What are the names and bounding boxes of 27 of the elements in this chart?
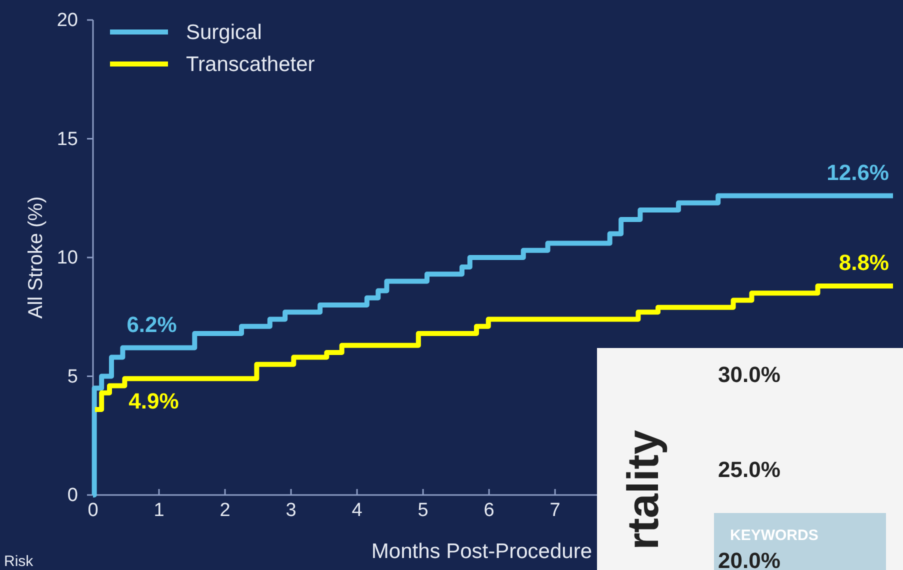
y-tick-label: 5 bbox=[67, 366, 78, 388]
x-tick-label: 2 bbox=[220, 500, 230, 521]
y-tick-label: 15 bbox=[56, 128, 78, 150]
y-tick-label: 20 bbox=[56, 10, 78, 32]
annotation: 30.0% bbox=[718, 362, 780, 387]
x-axis-title: Months Post-Procedure bbox=[371, 540, 592, 563]
annotation: 4.9% bbox=[128, 388, 179, 414]
legend-label: Surgical bbox=[186, 21, 262, 44]
annotation: 6.2% bbox=[126, 312, 177, 337]
text: KEYWORDS bbox=[730, 527, 818, 544]
annotation: rtality bbox=[619, 430, 668, 550]
text: Risk bbox=[4, 553, 34, 570]
x-tick-label: 3 bbox=[286, 500, 296, 521]
x-tick-label: 7 bbox=[550, 500, 560, 521]
y-axis-title: All Stroke (%) bbox=[25, 196, 47, 319]
annotation: 12.6% bbox=[826, 160, 889, 185]
x-tick-label: 4 bbox=[352, 500, 363, 521]
legend-label: Transcatheter bbox=[186, 53, 315, 76]
annotation: 25.0% bbox=[718, 457, 780, 482]
x-tick-label: 1 bbox=[154, 500, 164, 521]
text: 20.0% bbox=[718, 548, 780, 570]
x-tick-label: 6 bbox=[484, 500, 494, 521]
y-tick-label: 10 bbox=[56, 248, 78, 269]
x-tick-label: 5 bbox=[418, 500, 428, 521]
annotation: 8.8% bbox=[838, 250, 889, 275]
y-tick-label: 0 bbox=[67, 485, 78, 506]
x-tick-label: 0 bbox=[88, 500, 98, 521]
